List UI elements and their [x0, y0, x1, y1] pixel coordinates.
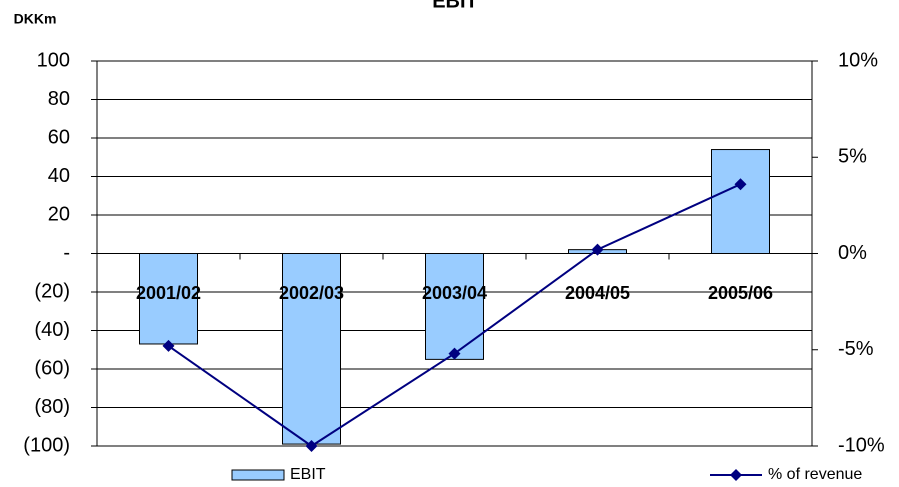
bar [711, 149, 770, 254]
y2-tick-label: -5% [838, 338, 874, 360]
y-tick-label: (60) [34, 357, 70, 379]
y2-tick-label: 0% [838, 242, 867, 264]
y-tick-label: 40 [48, 165, 70, 187]
x-tick-label: 2005/06 [708, 283, 773, 303]
y-tick-label: 60 [48, 126, 70, 148]
chart-title: EBIT [432, 0, 478, 12]
line-marker [448, 347, 461, 360]
y-tick-label: - [63, 242, 70, 264]
y-tick-label: 100 [37, 49, 70, 71]
y-tick-label: (20) [34, 280, 70, 302]
line-marker [305, 440, 318, 452]
y2-tick-label: 5% [838, 146, 867, 168]
line-marker [591, 243, 604, 256]
x-tick-label: 2004/05 [565, 283, 630, 303]
bar [139, 253, 198, 345]
y-tick-label: 80 [48, 88, 70, 110]
legend-label: EBIT [290, 466, 326, 483]
y2-tick-label: -10% [838, 434, 885, 456]
y-tick-label: (80) [34, 396, 70, 418]
x-tick-label: 2002/03 [279, 283, 344, 303]
legend-swatch [231, 469, 285, 481]
bar [425, 253, 484, 360]
x-tick-label: 2003/04 [422, 283, 487, 303]
y2-tick-label: 10% [838, 49, 878, 71]
bar [282, 253, 341, 445]
line-marker [734, 178, 747, 191]
x-tick-label: 2001/02 [136, 283, 201, 303]
legend-label: % of revenue [768, 466, 862, 483]
y-tick-label: (100) [23, 434, 70, 456]
y-tick-label: 20 [48, 203, 70, 225]
y-axis-label: DKKm [14, 11, 57, 27]
y-tick-label: (40) [34, 319, 70, 341]
line-marker [162, 339, 175, 352]
legend-marker [730, 469, 742, 481]
